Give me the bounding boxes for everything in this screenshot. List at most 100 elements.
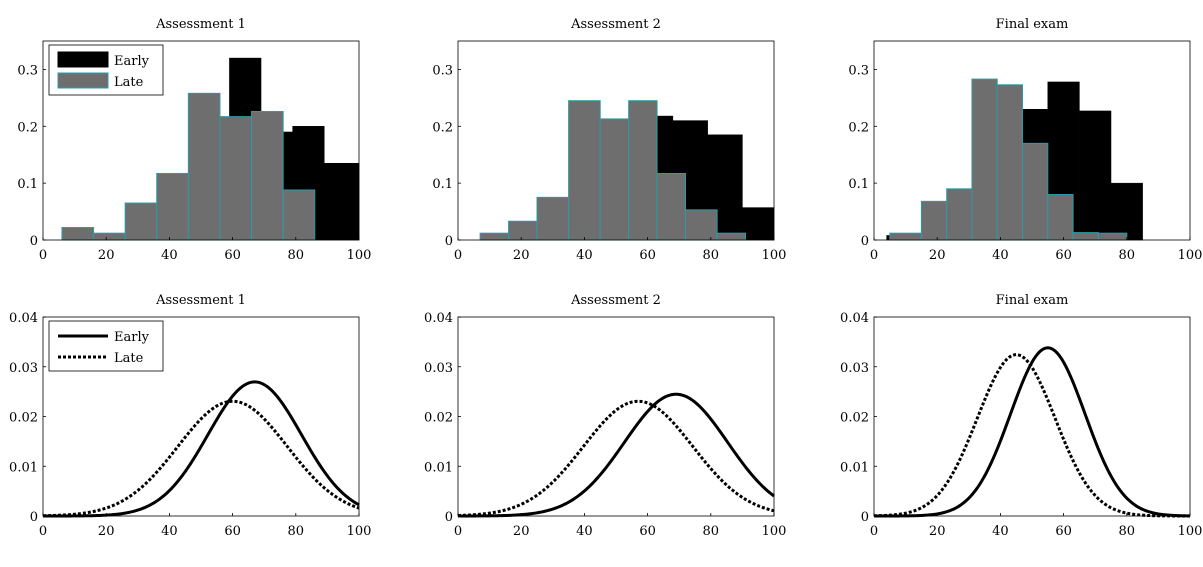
line-late [873,353,1190,518]
bar-late [946,188,973,241]
x-tick-label: 20 [98,248,115,263]
x-tick-label: 0 [870,524,878,539]
x-tick-label: 100 [347,524,372,539]
legend: Early Late [48,320,164,372]
bar-late [628,100,658,241]
bar-late [61,226,95,241]
panel-title: Assessment 2 [570,293,661,308]
bar-late [996,84,1024,241]
x-tick-label: 80 [288,524,305,539]
line-early [458,392,775,518]
x-tick-label: 60 [639,248,656,263]
y-tick-label: 0.01 [840,460,869,475]
y-tick-label: 0 [861,510,869,525]
y-tick-label: 0.03 [9,361,38,376]
legend-label-early: Early [114,330,150,345]
y-tick-label: 0.2 [848,120,869,135]
bar-late [93,232,126,241]
x-tick-label: 60 [1055,248,1072,263]
y-tick-label: 0.02 [424,411,453,426]
bar-late [219,116,253,241]
x-tick-label: 40 [576,248,593,263]
plot-area [886,78,1143,241]
bar-late [656,172,687,241]
y-tick-label: 0.1 [848,177,869,192]
x-tick-label: 0 [39,248,47,263]
line-late [42,399,360,518]
panel-title: Final exam [996,17,1069,32]
plot-area [42,380,360,518]
x-tick-label: 20 [513,248,530,263]
x-tick-label: 20 [929,248,946,263]
y-tick-label: 0.01 [424,460,453,475]
plot-area [873,346,1191,518]
y-tick-label: 0 [445,510,453,525]
y-tick-label: 0.3 [17,63,38,78]
legend-swatch-early [57,51,109,68]
bar-late [568,100,601,241]
axes-frame [457,40,775,241]
x-tick-label: 80 [1119,524,1136,539]
y-tick-label: 0.04 [9,311,38,326]
y-tick-label: 0.3 [432,63,453,78]
panel-title: Assessment 1 [155,17,246,32]
x-tick-label: 80 [703,524,720,539]
plot-area [479,100,775,241]
y-tick-label: 0.3 [848,63,869,78]
x-tick-label: 0 [870,248,878,263]
x-tick-label: 40 [576,524,593,539]
x-tick-label: 100 [1178,248,1203,263]
x-tick-label: 0 [454,248,462,263]
bar-late [479,232,510,241]
legend-label-early: Early [114,54,150,69]
bar-late [124,202,158,241]
y-tick-label: 0.03 [840,361,869,376]
bar-late [971,78,998,241]
x-tick-label: 100 [762,524,787,539]
line-early [42,380,360,518]
y-tick-label: 0.1 [432,177,453,192]
bar-late [685,209,718,241]
y-tick-label: 0 [445,234,453,249]
y-tick-label: 0 [30,234,38,249]
bar-early [1079,110,1112,241]
bar-late [1022,142,1049,241]
panel-2: Assessment 2 0 20 40 60 80 100 0 0.1 0.2 0.3 [432,17,786,263]
x-tick-label: 20 [929,524,946,539]
panel-title: Final exam [996,293,1069,308]
bar-late [716,232,747,241]
x-tick-label: 80 [1119,248,1136,263]
panel-1: Assessment 1 0 20 40 60 80 100 0 0.1 0.2 0.3 Early L… [17,17,371,263]
x-tick-label: 40 [161,248,178,263]
legend: Early Late [48,44,164,96]
y-tick-label: 0.1 [17,177,38,192]
axes-frame [873,40,1191,241]
x-tick-label: 100 [762,248,787,263]
y-tick-label: 0.02 [840,411,869,426]
bar-late [599,118,630,241]
y-tick-label: 0 [30,510,38,525]
y-tick-label: 0.01 [9,460,38,475]
x-tick-label: 20 [513,524,530,539]
x-tick-label: 100 [1178,524,1203,539]
bar-late [1047,194,1074,241]
bar-late [282,189,316,241]
y-tick-label: 0.2 [17,120,38,135]
x-tick-label: 60 [639,524,656,539]
bar-early [323,162,360,241]
bar-late [536,196,570,241]
panel-4: Assessment 1 0 20 40 60 80 100 0 0.01 0.02 0.03 0.0… [9,293,371,539]
y-tick-label: 0.02 [9,411,38,426]
panel-3: Final exam 0 20 40 60 80 100 0 0.1 0.2 0.3 [848,17,1202,263]
bar-early [1110,182,1143,241]
x-tick-label: 40 [992,524,1009,539]
bar-late [920,200,948,241]
plot-area [61,57,360,241]
plot-area [457,392,775,518]
x-tick-label: 20 [98,524,115,539]
panel-5: Assessment 2 0 20 40 60 80 100 0 0.01 0.02 0.03 0.0… [424,293,786,539]
x-tick-label: 0 [39,524,47,539]
y-tick-label: 0.04 [424,311,453,326]
x-tick-label: 40 [161,524,178,539]
